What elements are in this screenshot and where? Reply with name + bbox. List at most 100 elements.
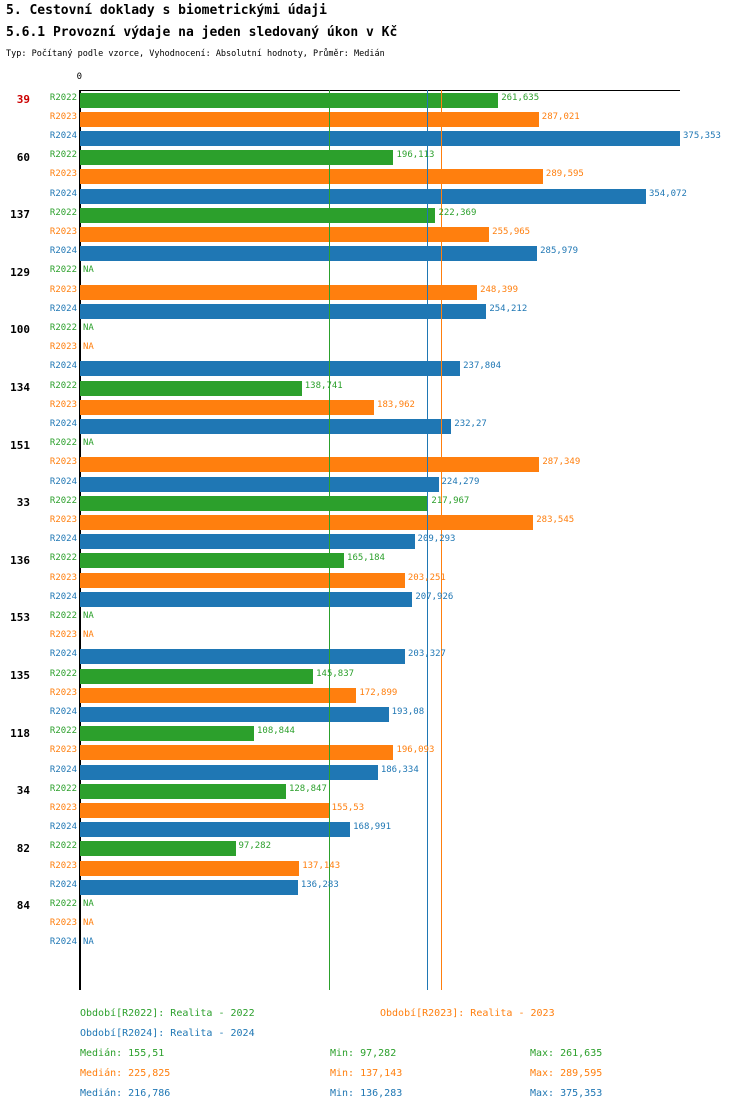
series-row-label: R2022 xyxy=(49,92,77,103)
bar-value-label: 255,965 xyxy=(492,226,531,237)
bar-r2024[interactable] xyxy=(80,591,413,607)
axis-zero-label: 0 xyxy=(76,72,82,82)
stat-min-r2023: Min: 137,143 xyxy=(330,1068,403,1079)
bar-r2024[interactable] xyxy=(80,879,298,895)
chart-meta: Typ: Počítaný podle vzorce, Vyhodnocení:… xyxy=(6,49,385,59)
bar-r2023[interactable] xyxy=(80,860,300,876)
series-row-label: R2022 xyxy=(49,322,77,333)
group-id-label: 100 xyxy=(10,323,30,337)
bar-r2024[interactable] xyxy=(80,361,461,377)
bar-value-label: 172,899 xyxy=(359,687,398,698)
series-row-label: R2022 xyxy=(49,553,77,564)
group-id-label: 118 xyxy=(10,726,30,740)
median-line-r2024 xyxy=(426,90,428,990)
series-row-label: R2023 xyxy=(49,399,77,410)
bar-value-label: 193,08 xyxy=(391,706,425,717)
series-row-label: R2024 xyxy=(49,879,77,890)
bar-value-label: 232,27 xyxy=(454,418,487,429)
bar-value-label: 203,327 xyxy=(408,649,446,660)
bar-r2023[interactable] xyxy=(80,802,329,818)
bar-r2022[interactable] xyxy=(80,553,345,569)
bar-r2023[interactable] xyxy=(80,457,540,473)
bar-value-label: 285,979 xyxy=(540,246,579,257)
plot-area: 0 39 R2022 261,635 R2023 287,021 R2024 375,353… xyxy=(0,72,750,990)
group-id-label: 134 xyxy=(10,381,30,394)
series-row-label: R2023 xyxy=(49,284,77,295)
chart-title: 5. Cestovní doklady s biometrickými údaj… xyxy=(6,3,327,18)
bar-r2023[interactable] xyxy=(80,226,490,242)
series-row-label: R2023 xyxy=(49,802,77,813)
bar-value-label: 155,53 xyxy=(331,802,365,813)
bar-r2024[interactable] xyxy=(80,534,415,550)
bar-r2023[interactable] xyxy=(80,514,534,530)
series-row-label: R2022 xyxy=(49,726,77,737)
series-row-label: R2024 xyxy=(49,937,77,948)
stat-median-r2024: Medián: 216,786 xyxy=(80,1088,171,1099)
bar-value-label: 375,353 xyxy=(683,130,721,141)
bar-r2022[interactable] xyxy=(80,380,302,396)
bar-value-label: 222,369 xyxy=(438,207,477,218)
na-label: NA xyxy=(83,265,94,276)
bar-r2024[interactable] xyxy=(80,649,406,665)
series-row-label: R2022 xyxy=(49,207,77,218)
stat-median-r2023: Medián: 225,825 xyxy=(80,1068,171,1079)
bar-value-label: 248,399 xyxy=(480,284,518,295)
series-row-label: R2023 xyxy=(49,226,77,237)
bar-r2022[interactable] xyxy=(80,668,314,684)
series-row-label: R2023 xyxy=(49,860,77,871)
group-id-label: 33 xyxy=(16,496,30,510)
bar-r2024[interactable] xyxy=(80,764,378,780)
median-line-r2022 xyxy=(328,90,330,990)
group-id-label: 135 xyxy=(10,669,30,682)
bar-value-label: 136,283 xyxy=(300,879,339,890)
group-id-label: 136 xyxy=(10,553,30,567)
bar-value-label: 97,282 xyxy=(238,841,272,852)
bar-r2024[interactable] xyxy=(80,188,646,204)
bar-r2024[interactable] xyxy=(80,476,439,492)
bar-r2024[interactable] xyxy=(80,303,487,319)
axis-top-line xyxy=(80,90,680,91)
bar-r2024[interactable] xyxy=(80,246,538,262)
bar-r2022[interactable] xyxy=(80,207,436,223)
bar-r2022[interactable] xyxy=(80,726,254,742)
series-row-label: R2022 xyxy=(49,783,77,794)
series-row-label: R2022 xyxy=(49,898,77,909)
bar-r2022[interactable] xyxy=(80,150,394,166)
series-row-label: R2024 xyxy=(49,418,77,429)
bar-r2022[interactable] xyxy=(80,783,286,799)
na-label: NA xyxy=(83,937,94,948)
bar-r2023[interactable] xyxy=(80,572,405,588)
bar-r2022[interactable] xyxy=(80,495,429,511)
bar-value-label: 254,212 xyxy=(489,303,528,314)
group-id-label: 60 xyxy=(16,150,30,164)
series-row-label: R2024 xyxy=(49,822,77,833)
bar-value-label: 287,021 xyxy=(541,111,580,122)
series-row-label: R2024 xyxy=(49,534,77,545)
series-row-label: R2023 xyxy=(49,918,77,929)
bar-r2024[interactable] xyxy=(80,418,452,434)
bar-value-label: 217,967 xyxy=(431,495,470,506)
group-id-label: 137 xyxy=(10,208,30,222)
bar-value-label: 108,844 xyxy=(256,726,295,737)
na-label: NA xyxy=(83,898,94,909)
na-label: NA xyxy=(83,322,94,333)
bar-r2024[interactable] xyxy=(80,130,680,146)
bar-r2023[interactable] xyxy=(80,111,539,127)
bar-r2023[interactable] xyxy=(80,284,478,300)
bar-r2023[interactable] xyxy=(80,169,543,185)
bar-r2024[interactable] xyxy=(80,706,389,722)
series-row-label: R2024 xyxy=(49,361,77,372)
bar-value-label: 261,635 xyxy=(501,92,540,103)
bar-r2023[interactable] xyxy=(80,399,375,415)
bar-r2023[interactable] xyxy=(80,687,357,703)
series-row-label: R2023 xyxy=(49,572,77,583)
bar-r2023[interactable] xyxy=(80,745,394,761)
bar-r2022[interactable] xyxy=(80,841,236,857)
bar-value-label: 168,991 xyxy=(353,822,392,833)
legend-entry-r2024: Období[R2024]: Realita - 2024 xyxy=(80,1028,255,1039)
bar-r2022[interactable] xyxy=(80,92,499,108)
series-row-label: R2022 xyxy=(49,610,77,621)
bar-r2024[interactable] xyxy=(80,822,351,838)
bar-value-label: 196,093 xyxy=(396,745,435,756)
